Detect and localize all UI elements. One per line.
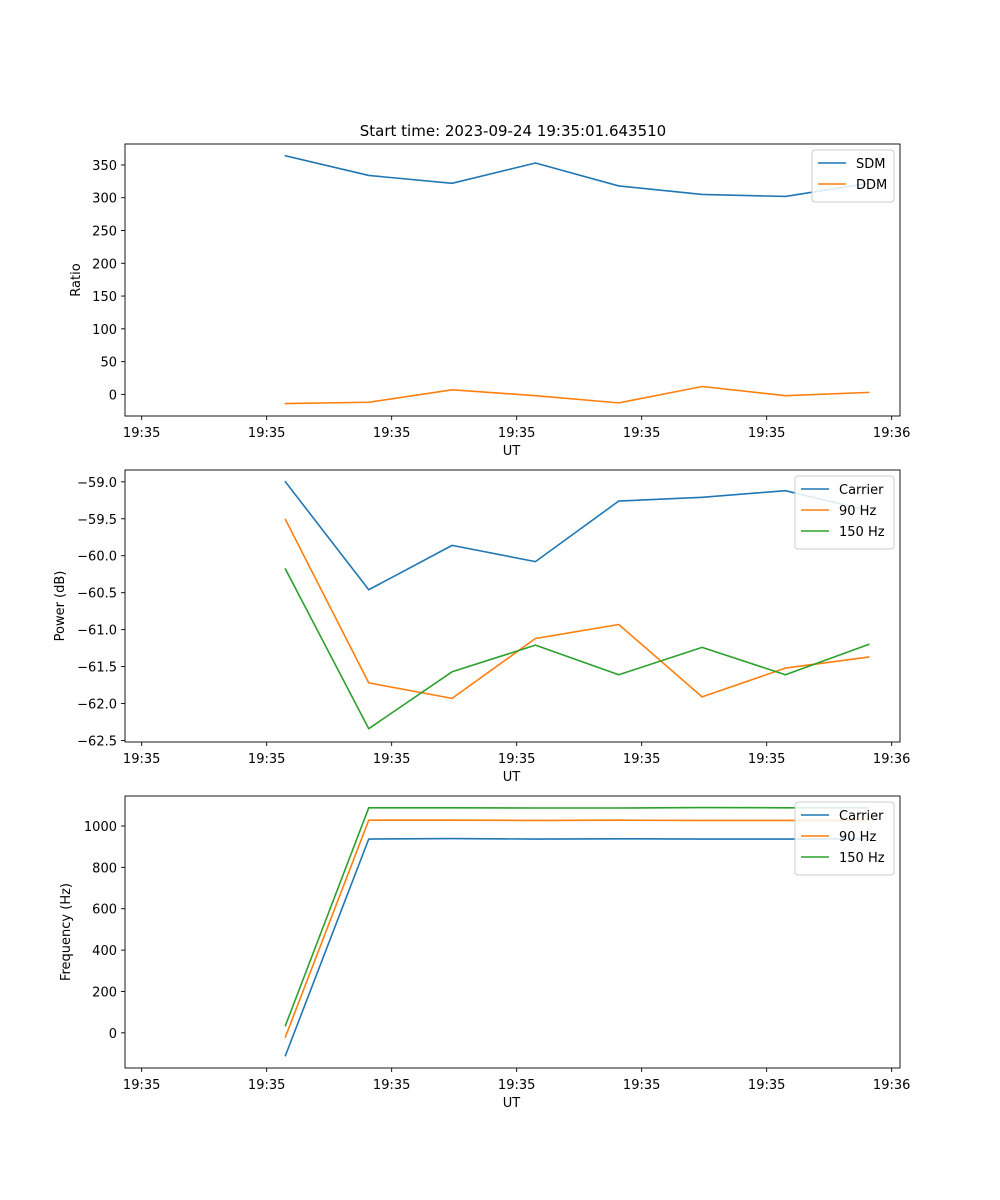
x-tick-label: 19:35 — [498, 1078, 535, 1093]
series-line-carrier — [284, 480, 870, 591]
series-lines — [284, 806, 870, 1057]
x-tick-label: 19:35 — [248, 1078, 285, 1093]
y-tick-label: −59.0 — [77, 476, 117, 491]
legend-entry-label: 150 Hz — [839, 851, 885, 866]
y-tick-label: 200 — [92, 985, 117, 1000]
y-tick-label: −62.5 — [77, 735, 117, 750]
x-tick-label: 19:35 — [373, 426, 410, 441]
x-tick-label: 19:35 — [623, 1078, 660, 1093]
x-tick-label: 19:35 — [123, 426, 160, 441]
x-axis-ticks: 19:35 19:35 19:35 19:35 19:35 19:35 19:36 — [123, 416, 910, 441]
legend: Carrier 90 Hz 150 Hz — [794, 801, 895, 876]
y-tick-label: 100 — [92, 323, 117, 338]
series-line-90-hz — [284, 819, 870, 1039]
subplot-3: 19:35 19:35 19:35 19:35 19:35 19:35 19:36 0 200 4… — [59, 795, 910, 1111]
axes-frame — [124, 143, 901, 417]
series-line-150-hz — [284, 806, 870, 1027]
y-tick-label: 600 — [92, 903, 117, 918]
x-tick-label: 19:36 — [873, 1078, 910, 1093]
y-axis-ticks: 0 200 400 600 800 1000 — [84, 820, 125, 1042]
y-tick-label: −60.5 — [77, 587, 117, 602]
x-tick-label: 19:36 — [873, 752, 910, 767]
y-tick-label: 300 — [92, 192, 117, 207]
y-tick-label: 800 — [92, 861, 117, 876]
x-tick-label: 19:35 — [373, 752, 410, 767]
y-tick-label: −61.5 — [77, 661, 117, 676]
y-tick-label: 0 — [109, 388, 117, 403]
y-tick-label: 0 — [109, 1027, 117, 1042]
legend-entry-label: SDM — [856, 157, 885, 172]
y-tick-label: −60.0 — [77, 550, 117, 565]
legend: SDM DDM — [811, 149, 895, 203]
legend-entry-label: 150 Hz — [839, 525, 885, 540]
y-axis-ticks: 0 50 100 150 200 250 300 350 — [92, 159, 125, 403]
axes-frame — [124, 469, 901, 743]
y-axis-label: Ratio — [69, 263, 84, 296]
x-tick-label: 19:35 — [748, 426, 785, 441]
y-tick-label: 400 — [92, 944, 117, 959]
series-line-150-hz — [284, 567, 870, 730]
series-lines — [284, 154, 870, 405]
x-tick-label: 19:35 — [623, 426, 660, 441]
subplot-1: 19:35 19:35 19:35 19:35 19:35 19:35 19:36 0 50 10… — [69, 143, 910, 459]
y-axis-ticks: −62.5 −62.0 −61.5 −61.0 −60.5 −60.0 −59.5 −59.0 — [77, 476, 125, 750]
x-axis-ticks: 19:35 19:35 19:35 19:35 19:35 19:35 19:36 — [123, 742, 910, 767]
x-tick-label: 19:35 — [498, 752, 535, 767]
subplot-2: 19:35 19:35 19:35 19:35 19:35 19:35 19:36 −62.5… — [53, 469, 910, 785]
y-axis-label: Frequency (Hz) — [59, 883, 74, 981]
x-tick-label: 19:36 — [873, 426, 910, 441]
axes-frame — [124, 795, 901, 1069]
legend-entry-label: DDM — [856, 178, 887, 193]
x-axis-ticks: 19:35 19:35 19:35 19:35 19:35 19:35 19:36 — [123, 1068, 910, 1093]
subplots: 19:35 19:35 19:35 19:35 19:35 19:35 19:36 0 50 10… — [53, 143, 910, 1111]
x-tick-label: 19:35 — [248, 426, 285, 441]
legend-entry-label: 90 Hz — [839, 830, 876, 845]
legend-entry-label: Carrier — [839, 483, 884, 498]
y-axis-label: Power (dB) — [53, 571, 68, 642]
x-tick-label: 19:35 — [248, 752, 285, 767]
y-tick-label: −61.0 — [77, 624, 117, 639]
x-axis-label: UT — [503, 444, 521, 459]
x-axis-label: UT — [503, 1096, 521, 1111]
y-tick-label: 350 — [92, 159, 117, 174]
x-tick-label: 19:35 — [498, 426, 535, 441]
x-axis-label: UT — [503, 770, 521, 785]
series-line-ddm — [284, 385, 870, 405]
legend-entry-label: 90 Hz — [839, 504, 876, 519]
x-tick-label: 19:35 — [373, 1078, 410, 1093]
y-tick-label: 250 — [92, 225, 117, 240]
legend-entry-label: Carrier — [839, 809, 884, 824]
series-line-carrier — [284, 837, 870, 1057]
y-tick-label: 1000 — [84, 820, 117, 835]
x-tick-label: 19:35 — [123, 752, 160, 767]
x-tick-label: 19:35 — [623, 752, 660, 767]
series-line-sdm — [284, 154, 870, 198]
x-tick-label: 19:35 — [748, 752, 785, 767]
y-tick-label: 50 — [100, 356, 117, 371]
legend: Carrier 90 Hz 150 Hz — [794, 475, 895, 550]
y-tick-label: −59.5 — [77, 513, 117, 528]
y-tick-label: 150 — [92, 290, 117, 305]
figure-title: Start time: 2023-09-24 19:35:01.643510 — [360, 122, 666, 140]
y-tick-label: 200 — [92, 257, 117, 272]
x-tick-label: 19:35 — [123, 1078, 160, 1093]
series-line-90-hz — [284, 518, 870, 700]
x-tick-label: 19:35 — [748, 1078, 785, 1093]
series-lines — [284, 480, 870, 730]
y-tick-label: −62.0 — [77, 698, 117, 713]
